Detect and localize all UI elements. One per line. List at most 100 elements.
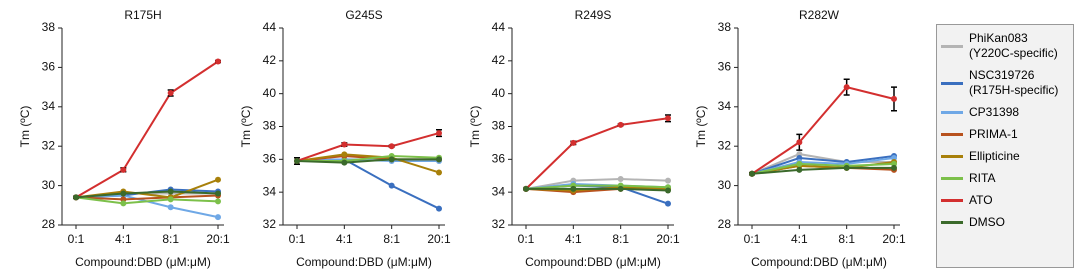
data-point <box>120 166 127 173</box>
data-point <box>891 95 897 102</box>
data-point <box>215 214 221 221</box>
data-point <box>167 90 174 97</box>
data-point <box>436 130 442 137</box>
data-point <box>523 185 529 192</box>
x-tick-label: 20:1 <box>656 232 680 246</box>
data-point <box>341 141 348 148</box>
x-tick-label: 4:1 <box>565 232 582 246</box>
data-point <box>665 187 671 194</box>
x-axis-label: Compound:DBD (μM:μM) <box>296 255 432 269</box>
data-point <box>215 176 221 183</box>
series-line <box>75 190 219 199</box>
panel: R175H 28 30 32 34 36 38 0:1 4:1 8:1 20:1 Compound:D… <box>18 8 230 269</box>
y-axis-label: Tm (ºC) <box>18 106 32 148</box>
x-tick-label: 4:1 <box>115 232 132 246</box>
data-point <box>341 151 348 158</box>
legend-label: PRIMA-1 <box>969 127 1018 141</box>
legend-label: Ellipticine <box>969 149 1020 163</box>
data-point <box>294 157 300 164</box>
legend-label: PhiKan083 (Y220C-specific) <box>969 31 1058 60</box>
x-axis-label: Compound:DBD (μM:μM) <box>751 255 887 269</box>
data-point <box>388 182 395 189</box>
data-point <box>167 196 174 203</box>
x-tick-label: 0:1 <box>68 232 85 246</box>
y-tick-label: 34 <box>263 184 277 198</box>
series-line <box>751 166 894 175</box>
x-tick-label: 20:1 <box>882 232 906 246</box>
series-line <box>75 196 219 205</box>
data-point <box>796 160 803 167</box>
chart-title: R175H <box>124 8 161 22</box>
data-point <box>167 188 174 195</box>
x-tick-label: 20:1 <box>206 232 230 246</box>
data-point <box>436 169 442 176</box>
data-point <box>388 156 395 163</box>
y-tick-label: 30 <box>718 178 732 192</box>
series-line <box>75 194 219 201</box>
legend-swatch <box>941 133 963 136</box>
data-point <box>120 200 127 207</box>
y-tick-label: 34 <box>492 184 506 198</box>
data-point <box>617 121 624 128</box>
y-tick-label: 36 <box>492 152 506 166</box>
legend-swatch <box>941 44 963 48</box>
x-tick-label: 4:1 <box>336 232 353 246</box>
y-tick-label: 32 <box>263 217 277 231</box>
y-axis-label: Tm (ºC) <box>694 106 708 148</box>
y-tick-label: 34 <box>718 99 732 113</box>
y-tick-label: 32 <box>492 217 506 231</box>
legend-item: PRIMA-1 <box>941 127 1069 142</box>
data-point <box>388 143 395 150</box>
series-line <box>296 158 439 164</box>
y-tick-label: 36 <box>263 152 277 166</box>
legend-item: ATO <box>941 193 1069 208</box>
data-point <box>891 164 897 171</box>
y-tick-label: 36 <box>42 60 56 74</box>
x-tick-label: 0:1 <box>289 232 306 246</box>
data-point <box>617 185 624 192</box>
data-point <box>215 58 221 65</box>
legend-label: NSC319726 (R175H-specific) <box>969 68 1059 97</box>
x-tick-label: 0:1 <box>518 232 535 246</box>
series-line <box>296 153 440 174</box>
x-tick-label: 8:1 <box>162 232 179 246</box>
data-point <box>570 139 577 146</box>
series-line <box>525 178 669 190</box>
x-tick-label: 8:1 <box>612 232 629 246</box>
legend-swatch <box>941 155 963 158</box>
data-point <box>215 198 221 205</box>
legend-swatch <box>941 111 963 114</box>
data-point <box>73 194 79 201</box>
y-tick-label: 32 <box>718 138 732 152</box>
y-tick-label: 40 <box>492 86 506 100</box>
legend-swatch <box>941 199 963 202</box>
y-tick-label: 38 <box>492 119 506 133</box>
data-point <box>167 204 174 211</box>
y-axis-label: Tm (ºC) <box>239 106 253 148</box>
legend-item: Ellipticine <box>941 149 1069 164</box>
y-tick-label: 32 <box>42 138 56 152</box>
x-tick-label: 0:1 <box>744 232 761 246</box>
panel: G245S 32 34 36 38 40 42 44 0:1 4:1 8:1 20:1 Compound… <box>239 8 451 269</box>
x-tick-label: 8:1 <box>383 232 400 246</box>
legend-item: CP31398 <box>941 105 1069 120</box>
chart-title: R282W <box>799 8 840 22</box>
x-tick-label: 4:1 <box>791 232 808 246</box>
legend-label: RITA <box>969 171 996 185</box>
legend-label: DMSO <box>969 215 1005 229</box>
series-line <box>526 187 669 192</box>
x-tick-label: 8:1 <box>838 232 855 246</box>
data-point <box>570 185 577 192</box>
data-point <box>796 166 803 173</box>
x-axis-label: Compound:DBD (μM:μM) <box>525 255 661 269</box>
legend-label: CP31398 <box>969 105 1020 119</box>
y-tick-label: 44 <box>492 20 506 34</box>
legend-swatch <box>941 81 963 85</box>
series-line <box>296 132 440 162</box>
y-tick-label: 40 <box>263 86 277 100</box>
series-line <box>751 85 895 175</box>
y-tick-label: 30 <box>42 178 56 192</box>
data-point <box>749 170 755 177</box>
y-tick-label: 38 <box>718 20 732 34</box>
